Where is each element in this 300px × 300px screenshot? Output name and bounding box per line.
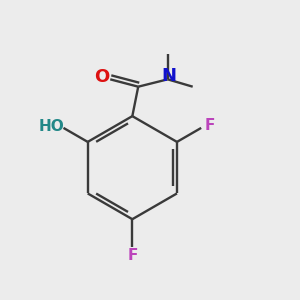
- Text: F: F: [204, 118, 214, 133]
- Text: O: O: [94, 68, 110, 86]
- Text: HO: HO: [38, 118, 64, 134]
- Text: N: N: [161, 67, 176, 85]
- Text: F: F: [127, 248, 137, 263]
